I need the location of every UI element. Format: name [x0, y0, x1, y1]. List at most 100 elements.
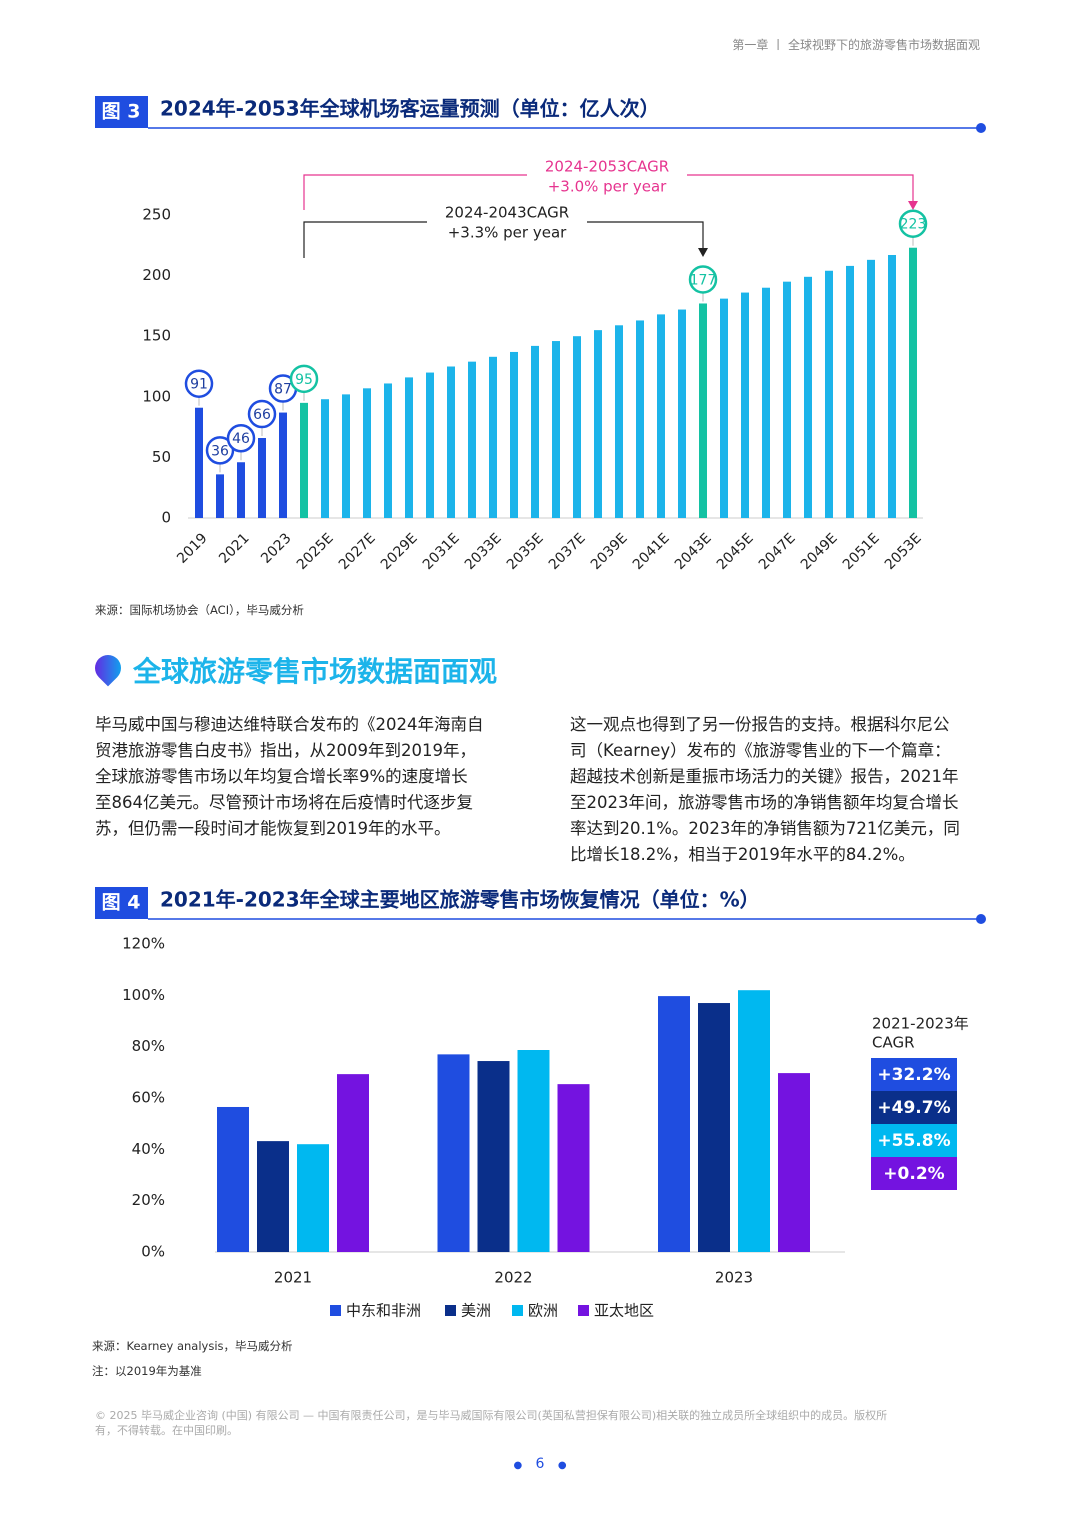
- x-tick-label: 2043E: [672, 530, 715, 573]
- bar: [846, 265, 854, 518]
- y-tick-label: 150: [142, 327, 171, 345]
- figure-title: 2024年-2053年全球机场客运量预测（单位：亿人次）: [160, 97, 660, 121]
- figure-rule-dot: [976, 914, 986, 924]
- cagr-value: +55.8%: [877, 1131, 950, 1151]
- x-tick-label: 2039E: [588, 530, 631, 573]
- bar: [657, 314, 665, 518]
- x-tick-label: 2031E: [420, 530, 463, 573]
- paragraph: 毕马威中国与穆迪达维特联合发布的《2024年海南自 贸港旅游零售白皮书》指出，从2…: [95, 712, 525, 842]
- bracket-arrow: [698, 248, 708, 257]
- y-tick-label: 80%: [132, 1037, 165, 1055]
- label-circle: [898, 209, 928, 238]
- bar: [279, 412, 287, 518]
- figure-label-box: [95, 887, 148, 919]
- legend-swatch: [445, 1305, 456, 1316]
- paragraph-line: 苏，但仍需一段时间才能恢复到2019年的水平。: [95, 819, 451, 838]
- bar: [300, 402, 308, 518]
- paragraph-line: 至864亿美元。尽管预计市场将在后疫情时代逐步复: [95, 793, 473, 812]
- x-tick-label: 2019: [174, 530, 211, 567]
- bar: [738, 990, 770, 1252]
- bar: [426, 372, 434, 518]
- footer: © 2025 毕马威企业咨询 (中国) 有限公司 — 中国有限责任公司，是与毕马…: [95, 1408, 887, 1438]
- label-circle: [247, 399, 277, 429]
- paragraph: 这一观点也得到了另一份报告的支持。根据科尔尼公 司（Kearney）发布的《旅游零…: [570, 712, 1000, 868]
- bracket-arrow: [908, 201, 918, 210]
- bar: [783, 281, 791, 518]
- bar: [778, 1073, 810, 1252]
- bar: [888, 254, 896, 518]
- bar: [615, 325, 623, 518]
- legend-swatch: [330, 1305, 341, 1316]
- bar: [678, 309, 686, 518]
- bar: [363, 388, 371, 518]
- x-tick-label: 2053E: [882, 530, 925, 573]
- bar: [337, 1074, 369, 1252]
- x-tick-label: 2049E: [798, 530, 841, 573]
- data-label: 46: [232, 431, 250, 447]
- y-tick-label: 50: [152, 448, 171, 466]
- bar: [517, 1050, 550, 1252]
- x-tick-label: 2023: [258, 530, 295, 567]
- legend-swatch: [578, 1305, 589, 1316]
- bar: [437, 1054, 470, 1252]
- bar: [217, 1106, 249, 1252]
- running-header: 第一章 丨 全球视野下的旅游零售市场数据面观: [732, 38, 980, 52]
- x-tick-label: 2023: [715, 1269, 753, 1287]
- paragraph-line: 率达到20.1%。2023年的净销售额为721亿美元，同: [570, 819, 960, 838]
- data-label: 95: [295, 372, 313, 388]
- bar: [867, 259, 875, 518]
- paragraph-line: 比增长18.2%，相当于2019年水平的84.2%。: [570, 845, 915, 864]
- legend-label: 亚太地区: [594, 1302, 654, 1320]
- annotation: 2024-2053CAGR: [545, 158, 669, 176]
- bar: [636, 320, 644, 518]
- bar: [257, 1141, 289, 1252]
- y-tick-label: 20%: [132, 1191, 165, 1209]
- y-tick-label: 200: [142, 266, 171, 284]
- bar: [489, 356, 497, 518]
- paragraph-line: 至2023年间，旅游零售市场的净销售额年均复合增长: [570, 793, 959, 812]
- bar: [699, 303, 707, 518]
- bar: [531, 345, 539, 518]
- label-circle: [184, 369, 214, 398]
- x-tick-label: 2051E: [840, 530, 883, 573]
- paragraph-line: 毕马威中国与穆迪达维特联合发布的《2024年海南自: [95, 715, 484, 734]
- bar: [216, 474, 224, 518]
- legend-label: 中东和非洲: [346, 1302, 421, 1320]
- y-tick-label: 40%: [132, 1140, 165, 1158]
- x-tick-label: 2025E: [294, 530, 337, 573]
- data-label: 223: [900, 217, 927, 233]
- bar: [510, 351, 518, 518]
- bar: [658, 996, 690, 1252]
- page-number-text: 6: [535, 1456, 545, 1472]
- annotation: +3.3% per year: [448, 224, 567, 242]
- note: 注：以2019年为基准: [92, 1364, 202, 1378]
- y-tick-label: 60%: [132, 1089, 165, 1107]
- source: 来源：国际机场协会（ACI），毕马威分析: [95, 603, 304, 617]
- annotation: +3.0% per year: [548, 178, 667, 196]
- paragraph-line: 司（Kearney）发布的《旅游零售业的下一个篇章：: [570, 741, 951, 760]
- source: 来源：Kearney analysis，毕马威分析: [92, 1339, 293, 1353]
- bar: [698, 1003, 730, 1252]
- data-label: 87: [274, 382, 292, 398]
- bar: [321, 399, 329, 518]
- legend-swatch: [512, 1305, 523, 1316]
- bar: [573, 336, 581, 518]
- bar: [762, 287, 770, 518]
- data-label: 36: [211, 443, 229, 459]
- cagr-value: +0.2%: [883, 1164, 944, 1184]
- cagr-title: CAGR: [872, 1034, 915, 1052]
- figure-label-box: [95, 96, 148, 128]
- y-tick-label: 0%: [141, 1243, 165, 1261]
- bar: [594, 330, 602, 518]
- bar: [552, 341, 560, 518]
- bar: [342, 394, 350, 518]
- bar: [477, 1061, 510, 1252]
- x-tick-label: 2022: [494, 1269, 532, 1287]
- bar: [258, 438, 266, 518]
- x-tick-label: 2045E: [714, 530, 757, 573]
- bar: [447, 366, 455, 518]
- data-label: 91: [190, 377, 208, 393]
- data-label: 66: [253, 407, 271, 423]
